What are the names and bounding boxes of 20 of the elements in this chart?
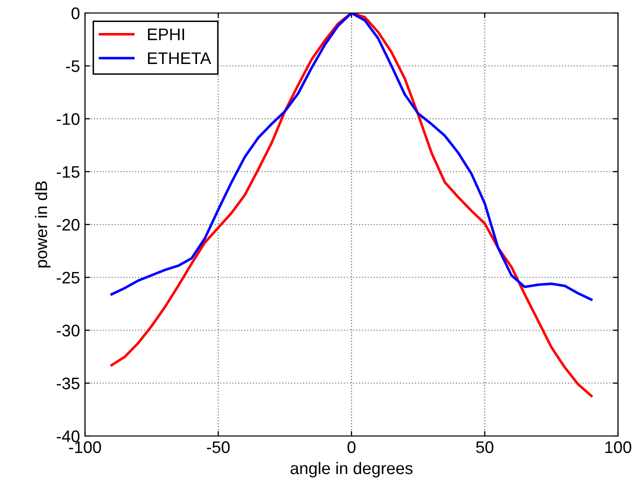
- y-tick-label: -25: [56, 272, 80, 284]
- y-tick-label: -15: [56, 166, 80, 178]
- x-axis-title: angle in degrees: [290, 462, 413, 478]
- x-tick-label: -50: [206, 441, 230, 454]
- y-tick-label: -20: [56, 218, 80, 231]
- legend-label: ETHETA: [148, 52, 212, 64]
- y-axis-title: power in dB: [34, 181, 50, 268]
- y-tick-label: 0: [72, 7, 80, 20]
- y-tick-label: -10: [56, 113, 80, 125]
- line-series: [110, 13, 593, 301]
- y-tick-label: -30: [56, 324, 80, 336]
- x-tick-label: 100: [605, 441, 632, 454]
- legend-label: EPHI: [148, 28, 184, 40]
- x-tick-label: -100: [69, 441, 102, 454]
- y-tick-label: -35: [56, 378, 80, 390]
- x-tick-label: 0: [348, 441, 356, 454]
- y-tick-label: -5: [66, 60, 80, 72]
- line-series: [110, 13, 593, 398]
- y-tick-label: -40: [56, 430, 80, 442]
- x-tick-label: 50: [476, 441, 494, 454]
